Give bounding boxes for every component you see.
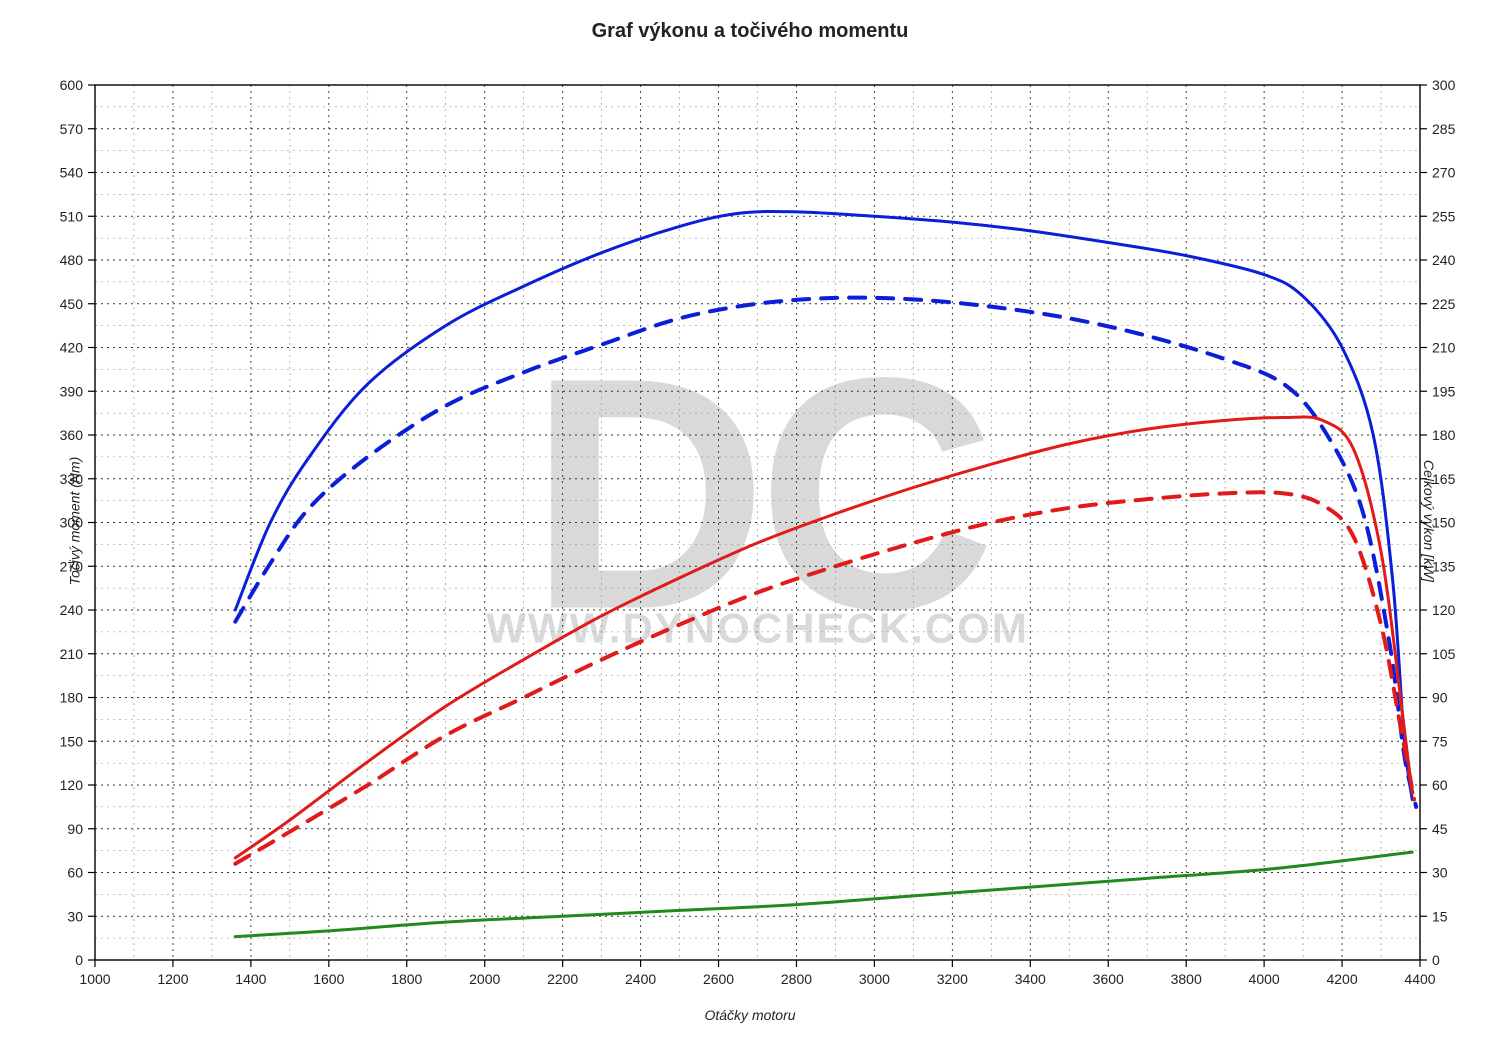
y-right-tick-label: 300 [1432, 77, 1456, 93]
x-tick-label: 4000 [1249, 971, 1280, 987]
y-right-tick-label: 75 [1432, 733, 1448, 749]
y-left-tick-label: 210 [60, 646, 84, 662]
x-tick-label: 3000 [859, 971, 890, 987]
y-left-tick-label: 330 [60, 471, 84, 487]
y-left-tick-label: 180 [60, 690, 84, 706]
y-right-tick-label: 120 [1432, 602, 1456, 618]
x-tick-label: 2800 [781, 971, 812, 987]
y-left-tick-label: 150 [60, 733, 84, 749]
x-tick-label: 1800 [391, 971, 422, 987]
x-tick-label: 3200 [937, 971, 968, 987]
y-left-tick-label: 0 [75, 952, 83, 968]
x-tick-label: 2600 [703, 971, 734, 987]
y-right-tick-label: 180 [1432, 427, 1456, 443]
y-right-tick-label: 15 [1432, 908, 1448, 924]
y-left-tick-label: 60 [67, 865, 83, 881]
y-left-tick-label: 90 [67, 821, 83, 837]
y-left-tick-label: 240 [60, 602, 84, 618]
y-right-tick-label: 285 [1432, 121, 1456, 137]
x-tick-label: 3800 [1171, 971, 1202, 987]
y-right-tick-label: 60 [1432, 777, 1448, 793]
x-tick-label: 4200 [1326, 971, 1357, 987]
y-right-tick-label: 255 [1432, 208, 1456, 224]
y-left-tick-label: 480 [60, 252, 84, 268]
y-left-tick-label: 360 [60, 427, 84, 443]
y-left-tick-label: 300 [60, 515, 84, 531]
x-tick-label: 2200 [547, 971, 578, 987]
y-left-tick-label: 390 [60, 383, 84, 399]
y-right-tick-label: 90 [1432, 690, 1448, 706]
y-left-tick-label: 120 [60, 777, 84, 793]
x-tick-label: 1200 [157, 971, 188, 987]
y-left-tick-label: 30 [67, 908, 83, 924]
y-right-tick-label: 165 [1432, 471, 1456, 487]
y-left-tick-label: 570 [60, 121, 84, 137]
y-right-tick-label: 210 [1432, 340, 1456, 356]
x-tick-label: 4400 [1404, 971, 1435, 987]
x-tick-label: 1400 [235, 971, 266, 987]
y-right-tick-label: 225 [1432, 296, 1456, 312]
plot-area: DCWWW.DYNOCHECK.COM100012001400160018002… [0, 0, 1500, 1041]
y-left-tick-label: 600 [60, 77, 84, 93]
y-left-tick-label: 510 [60, 208, 84, 224]
y-right-tick-label: 0 [1432, 952, 1440, 968]
x-tick-label: 1000 [79, 971, 110, 987]
y-right-tick-label: 195 [1432, 383, 1456, 399]
dyno-chart: Graf výkonu a točivého momentu Otáčky mo… [0, 0, 1500, 1041]
x-tick-label: 3600 [1093, 971, 1124, 987]
x-tick-label: 2000 [469, 971, 500, 987]
y-right-tick-label: 270 [1432, 165, 1456, 181]
y-right-tick-label: 150 [1432, 515, 1456, 531]
y-right-tick-label: 135 [1432, 558, 1456, 574]
y-left-tick-label: 540 [60, 165, 84, 181]
y-right-tick-label: 105 [1432, 646, 1456, 662]
x-tick-label: 1600 [313, 971, 344, 987]
x-tick-label: 2400 [625, 971, 656, 987]
y-left-tick-label: 420 [60, 340, 84, 356]
y-left-tick-label: 270 [60, 558, 84, 574]
x-tick-label: 3400 [1015, 971, 1046, 987]
y-right-tick-label: 45 [1432, 821, 1448, 837]
y-right-tick-label: 240 [1432, 252, 1456, 268]
y-right-tick-label: 30 [1432, 865, 1448, 881]
y-left-tick-label: 450 [60, 296, 84, 312]
